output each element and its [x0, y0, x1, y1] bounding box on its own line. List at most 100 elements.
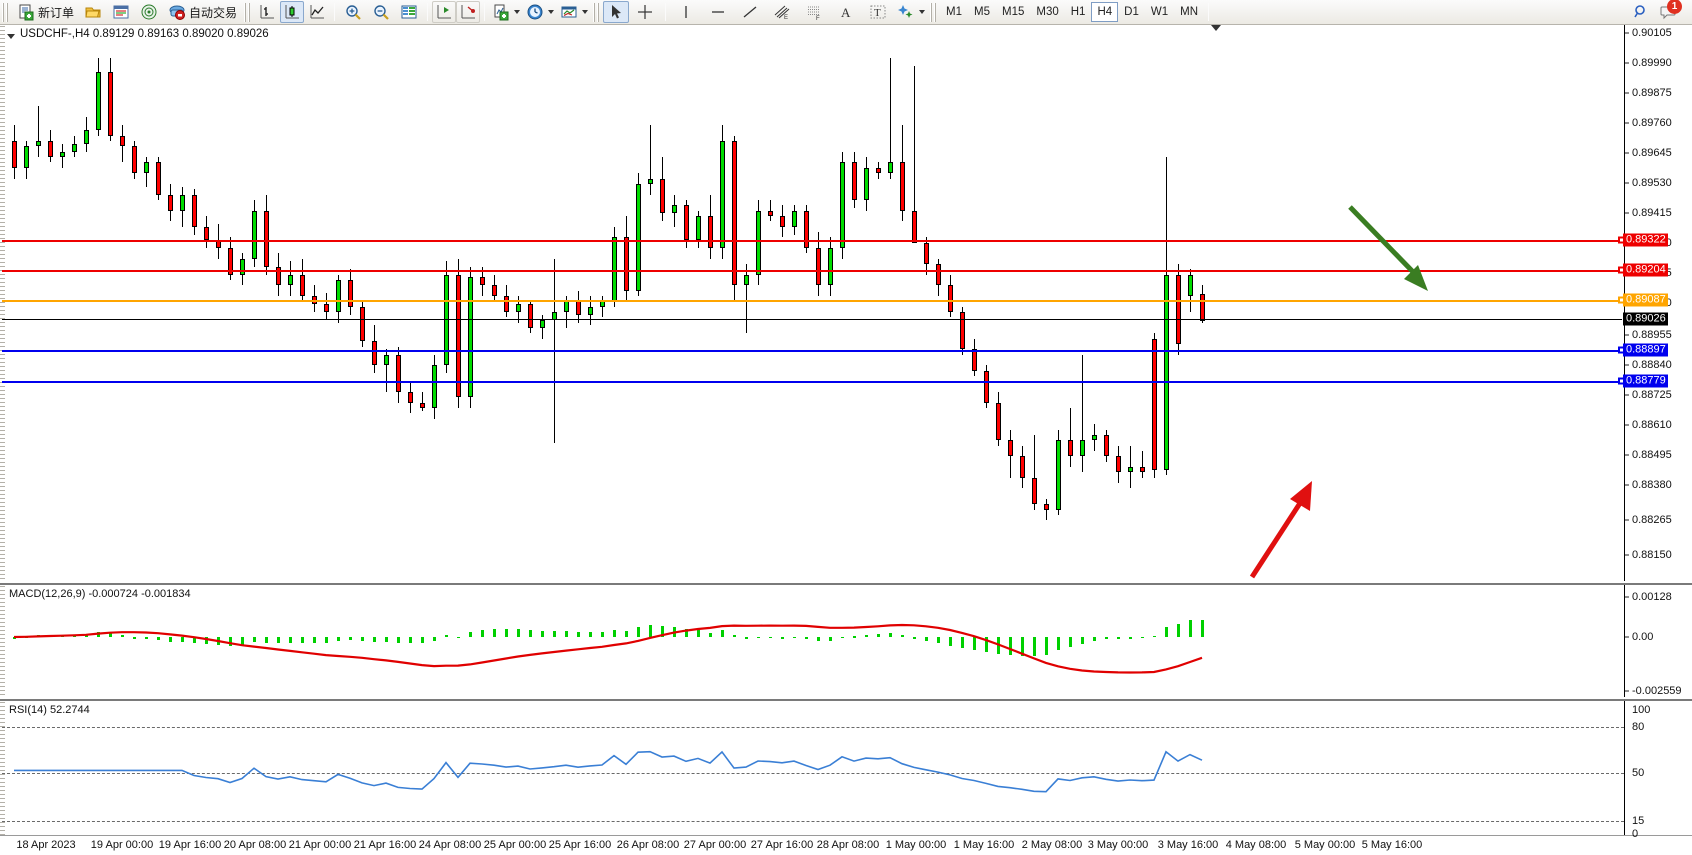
indicators-dropdown-caret[interactable] [514, 10, 521, 14]
support-1-label[interactable]: 0.88897 [1623, 343, 1668, 357]
price-panel[interactable]: USDCHF-,H4 0.89129 0.89163 0.89020 0.890… [0, 25, 1692, 581]
pivot-line[interactable] [2, 300, 1622, 302]
macd-axis[interactable]: 0.00128 0.00 -0.002559 [1624, 585, 1692, 697]
resistance-2-handle[interactable] [1618, 236, 1625, 244]
support-1-handle[interactable] [1618, 346, 1625, 354]
candlestick [371, 25, 377, 581]
zoom-in-icon[interactable] [344, 3, 362, 21]
toolbar-separator-1 [334, 3, 336, 21]
market-watch-icon[interactable] [112, 3, 130, 21]
macd-histogram-bar [792, 636, 796, 639]
macd-plot[interactable]: 0.00128 0.00 -0.002559 [2, 585, 1692, 697]
resistance-1-line[interactable] [2, 270, 1622, 272]
toolbar-grip-2[interactable] [244, 2, 252, 22]
macd-panel[interactable]: MACD(12,26,9) -0.000724 -0.001834 0.0012… [0, 583, 1692, 697]
candle-body [1127, 466, 1133, 473]
search-icon[interactable] [1632, 3, 1650, 21]
navigator-icon[interactable] [140, 3, 158, 21]
rsi-axis[interactable]: 100 80 50 15 0 [1624, 701, 1692, 840]
svg-text:A: A [841, 5, 851, 20]
indicators-button[interactable] [489, 1, 523, 23]
profiles-icon[interactable] [84, 3, 102, 21]
text-label-icon[interactable]: T [869, 3, 887, 21]
timeframe-m30[interactable]: M30 [1036, 6, 1059, 18]
cursor-button[interactable] [603, 1, 630, 23]
macd-histogram-bar [204, 637, 208, 645]
candlestick-series[interactable] [2, 25, 1624, 581]
bullish-arrow[interactable] [1232, 465, 1342, 585]
timeframe-w1[interactable]: W1 [1150, 6, 1169, 18]
candle-body [515, 304, 521, 312]
timeframe-h1[interactable]: H1 [1070, 6, 1086, 18]
chart-area[interactable]: USDCHF-,H4 0.89129 0.89163 0.89020 0.890… [0, 25, 1692, 855]
templates-dropdown-caret[interactable] [582, 10, 589, 14]
macd-histogram-bar [900, 635, 904, 637]
periods-dropdown-caret[interactable] [548, 10, 555, 14]
toolbar-grip-3[interactable] [593, 2, 601, 22]
resistance-2-line[interactable] [2, 240, 1622, 242]
line-chart-icon[interactable] [308, 3, 326, 21]
candlestick [683, 25, 689, 581]
candle-wick [1069, 408, 1071, 467]
timeframe-mn[interactable]: MN [1180, 6, 1198, 18]
resistance-1-handle[interactable] [1618, 266, 1625, 274]
candle-body [371, 341, 377, 366]
support-1-line[interactable] [2, 350, 1622, 352]
periods-button[interactable] [523, 1, 557, 23]
templates-button[interactable] [557, 1, 591, 23]
vertical-line-icon[interactable] [677, 3, 695, 21]
support-2-line[interactable] [2, 381, 1622, 383]
timeframe-m1[interactable]: M1 [946, 6, 963, 18]
candle-body [443, 274, 449, 366]
macd-histogram-bar [756, 636, 760, 639]
candle-wick [913, 66, 915, 222]
equidistant-channel-icon[interactable]: E [773, 3, 791, 21]
crosshair-icon[interactable] [636, 3, 654, 21]
candle-body [671, 205, 677, 214]
price-panel-grip[interactable] [0, 25, 5, 581]
zoom-out-icon[interactable] [372, 3, 390, 21]
timeframe-d1[interactable]: D1 [1124, 6, 1139, 18]
pivot-label[interactable]: 0.89087 [1623, 293, 1668, 307]
time-axis[interactable]: 18 Apr 2023 19 Apr 00:00 19 Apr 16:00 20… [0, 835, 1692, 855]
text-icon[interactable]: A [837, 3, 855, 21]
data-window-icon[interactable] [400, 3, 418, 21]
auto-scroll-button[interactable] [456, 1, 481, 23]
rsi-panel[interactable]: RSI(14) 52.2744 100 80 50 15 0 [0, 699, 1692, 840]
price-plot[interactable]: 0.90105 0.89990 0.89875 0.89760 0.89645 … [2, 25, 1692, 581]
bearish-arrow[interactable] [1332, 195, 1452, 305]
support-2-handle[interactable] [1618, 377, 1625, 385]
candle-body [191, 194, 197, 227]
trendline-icon[interactable] [741, 3, 759, 21]
shapes-button[interactable] [894, 1, 928, 23]
resistance-2-label[interactable]: 0.89322 [1623, 233, 1668, 247]
fibonacci-icon[interactable]: F [805, 3, 823, 21]
support-2-label[interactable]: 0.88779 [1623, 374, 1668, 388]
chart-shift-button[interactable] [432, 1, 457, 23]
shapes-dropdown-caret[interactable] [919, 10, 926, 14]
timeframe-m5[interactable]: M5 [974, 6, 990, 18]
macd-histogram-bar [528, 630, 532, 637]
messages-icon[interactable]: 1 [1660, 0, 1682, 21]
rsi-panel-grip[interactable] [0, 701, 5, 835]
resistance-1-label[interactable]: 0.89204 [1623, 263, 1668, 277]
auto-trading-button[interactable]: 自动交易 [163, 1, 242, 23]
candle-body [875, 167, 881, 174]
shapes-icon [897, 3, 915, 21]
macd-panel-grip[interactable] [0, 585, 5, 697]
candlestick [155, 25, 161, 581]
toolbar-grip-1[interactable] [2, 2, 9, 22]
timeframe-h4[interactable]: H4 [1091, 2, 1119, 22]
bar-chart-icon[interactable] [258, 3, 276, 21]
candlestick-chart-button[interactable] [280, 1, 305, 23]
horizontal-line-icon[interactable] [709, 3, 727, 21]
candlestick [599, 25, 605, 581]
pivot-handle[interactable] [1618, 296, 1625, 304]
timeframe-m15[interactable]: M15 [1002, 6, 1025, 18]
new-order-button[interactable]: 新订单 [12, 1, 79, 23]
time-label-17: 3 May 16:00 [1157, 839, 1219, 851]
time-label-11: 27 Apr 16:00 [750, 839, 814, 851]
toolbar-grip-4[interactable] [930, 2, 938, 22]
rsi-plot[interactable]: 100 80 50 15 0 [2, 701, 1692, 840]
chart-menu-caret[interactable] [7, 34, 15, 39]
